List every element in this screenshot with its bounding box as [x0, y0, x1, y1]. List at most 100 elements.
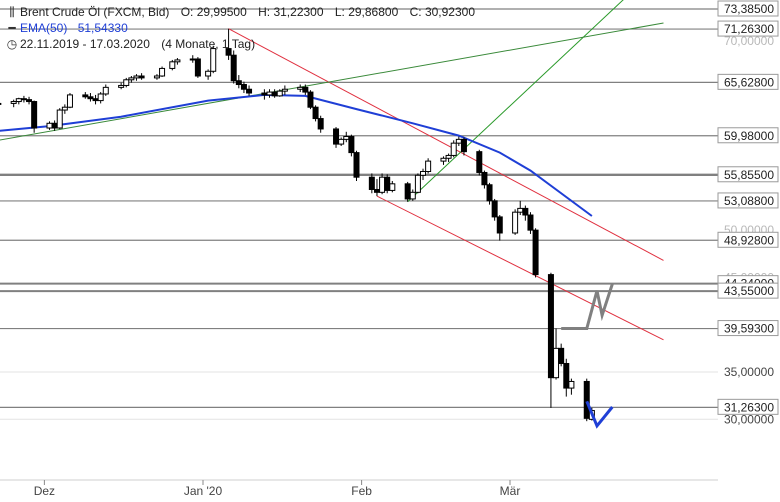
candle-2020-02-07 [389, 180, 396, 193]
candle-body [56, 109, 63, 129]
candle-2020-03-06 [532, 228, 539, 278]
projection-projection_gray [561, 283, 614, 330]
candle-2019-12-02 [46, 121, 53, 130]
level-label-8: 43,55000 [717, 282, 779, 299]
clock-icon: ◷ [6, 37, 18, 51]
level-label-box [717, 231, 779, 248]
candle-body [82, 94, 89, 98]
candle-body [440, 157, 447, 162]
y-tick-faint-3: 70,00000 [724, 34, 774, 48]
level-label-box [717, 127, 779, 144]
candle-2020-02-03 [368, 173, 375, 194]
level-label-4: 55,85500 [717, 166, 779, 183]
candle-body [517, 207, 524, 213]
ema-label: EMA(50) [20, 21, 68, 35]
y-axis: 50,0000045,0000040,0000070,0000035,00000… [717, 0, 779, 426]
candle-body [527, 214, 534, 231]
candle-2020-01-17 [281, 85, 288, 95]
level-label-text: 39,59300 [724, 322, 774, 336]
candle-body [10, 101, 17, 104]
ema-value: 51,54330 [77, 21, 128, 35]
candle-body [404, 183, 411, 200]
candle-2020-03-11 [558, 343, 565, 367]
level-label-text: 59,98000 [724, 129, 774, 143]
level-label-3: 59,98000 [717, 127, 779, 144]
candle-2020-01-30 [348, 134, 355, 157]
candle-2020-02-04 [373, 179, 380, 197]
candle-body [384, 176, 391, 191]
candle-body [333, 128, 340, 145]
level-label-text: 48,92800 [724, 233, 774, 247]
level-label-1: 71,26300 [717, 20, 779, 37]
candle-body [261, 92, 268, 96]
level-label-10: 31,26300 [717, 398, 779, 415]
candle-body [102, 86, 109, 95]
candle-2019-11-22 [0, 102, 2, 105]
candle-body [348, 136, 355, 154]
candle-2020-01-16 [276, 89, 283, 97]
candle-body [246, 88, 253, 94]
candle-2019-11-28 [26, 96, 33, 105]
candle-2019-11-27 [20, 95, 27, 103]
candle-2020-02-14 [425, 158, 432, 174]
candle-2019-12-03 [51, 120, 58, 131]
candle-2020-02-05 [379, 173, 386, 195]
level-label-box [717, 0, 779, 17]
level-label-text: 71,26300 [724, 22, 774, 36]
x-tick-1: Jan '20 [184, 484, 223, 498]
candle-2020-02-28 [496, 215, 503, 241]
candle-2019-12-13 [102, 84, 109, 96]
high-value: H: 31,22300 [258, 5, 324, 19]
candle-body [486, 184, 493, 202]
level-label-5: 53,08800 [717, 192, 779, 209]
level-label-box [717, 73, 779, 90]
candle-body [20, 98, 27, 101]
candle-2019-12-10 [87, 93, 94, 102]
candle-2020-02-19 [450, 140, 457, 158]
candle-body [460, 138, 467, 153]
candle-body [174, 59, 181, 63]
trend-lines [0, 0, 664, 341]
candle-2019-12-16 [118, 82, 125, 90]
candle-body [123, 79, 130, 86]
candle-body [491, 200, 498, 218]
candle-body [317, 118, 324, 130]
level-label-box [717, 282, 779, 299]
candle-2019-11-29 [31, 100, 38, 133]
candle-body [26, 99, 33, 103]
candle-body [15, 98, 22, 103]
candle-2020-01-14 [266, 89, 273, 98]
candle-body [563, 362, 570, 389]
candle-2020-02-25 [481, 170, 488, 189]
candle-2020-03-05 [527, 212, 534, 234]
candle-body [235, 80, 242, 86]
ema-line-group [0, 93, 593, 217]
candle-body [271, 91, 278, 97]
level-label-text: 43,55000 [724, 284, 774, 298]
candle-2020-01-10 [246, 85, 253, 96]
period-label: (4 Monate, 1 Tag) [161, 37, 256, 51]
candle-body [409, 191, 416, 200]
candle-2020-01-24 [317, 115, 324, 133]
candle-body [512, 211, 519, 234]
candle-body [240, 84, 247, 90]
candle-body [276, 90, 283, 97]
candle-body [281, 88, 288, 92]
candle-body [414, 174, 421, 193]
candle-2019-12-04 [56, 108, 63, 129]
candle-2019-11-25 [10, 99, 17, 108]
candle-2019-12-31 [194, 57, 201, 78]
candle-body [128, 77, 135, 81]
candle-body [169, 61, 176, 69]
x-tick-3: Mär [500, 484, 521, 498]
candle-2020-01-06 [225, 28, 232, 60]
candle-body [66, 94, 73, 108]
instrument-name: Brent Crude Öl (FXCM, Bid) [20, 5, 170, 19]
candle-2020-01-07 [230, 50, 237, 84]
candle-2020-02-21 [460, 137, 467, 156]
projections [561, 283, 614, 429]
candle-body [210, 48, 217, 72]
candle-body [373, 188, 380, 193]
candle-body [338, 138, 345, 145]
candle-2020-01-28 [338, 137, 345, 146]
